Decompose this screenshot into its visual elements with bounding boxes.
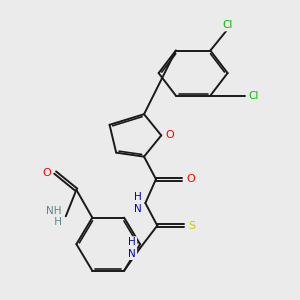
Text: Cl: Cl — [248, 91, 258, 100]
Text: Cl: Cl — [222, 20, 233, 30]
Text: O: O — [165, 130, 174, 140]
Text: O: O — [42, 167, 51, 178]
Text: O: O — [187, 174, 195, 184]
Text: NH
 H: NH H — [46, 206, 62, 227]
Text: H
N: H N — [128, 237, 136, 259]
Text: H
N: H N — [134, 192, 141, 214]
Text: S: S — [188, 220, 195, 231]
